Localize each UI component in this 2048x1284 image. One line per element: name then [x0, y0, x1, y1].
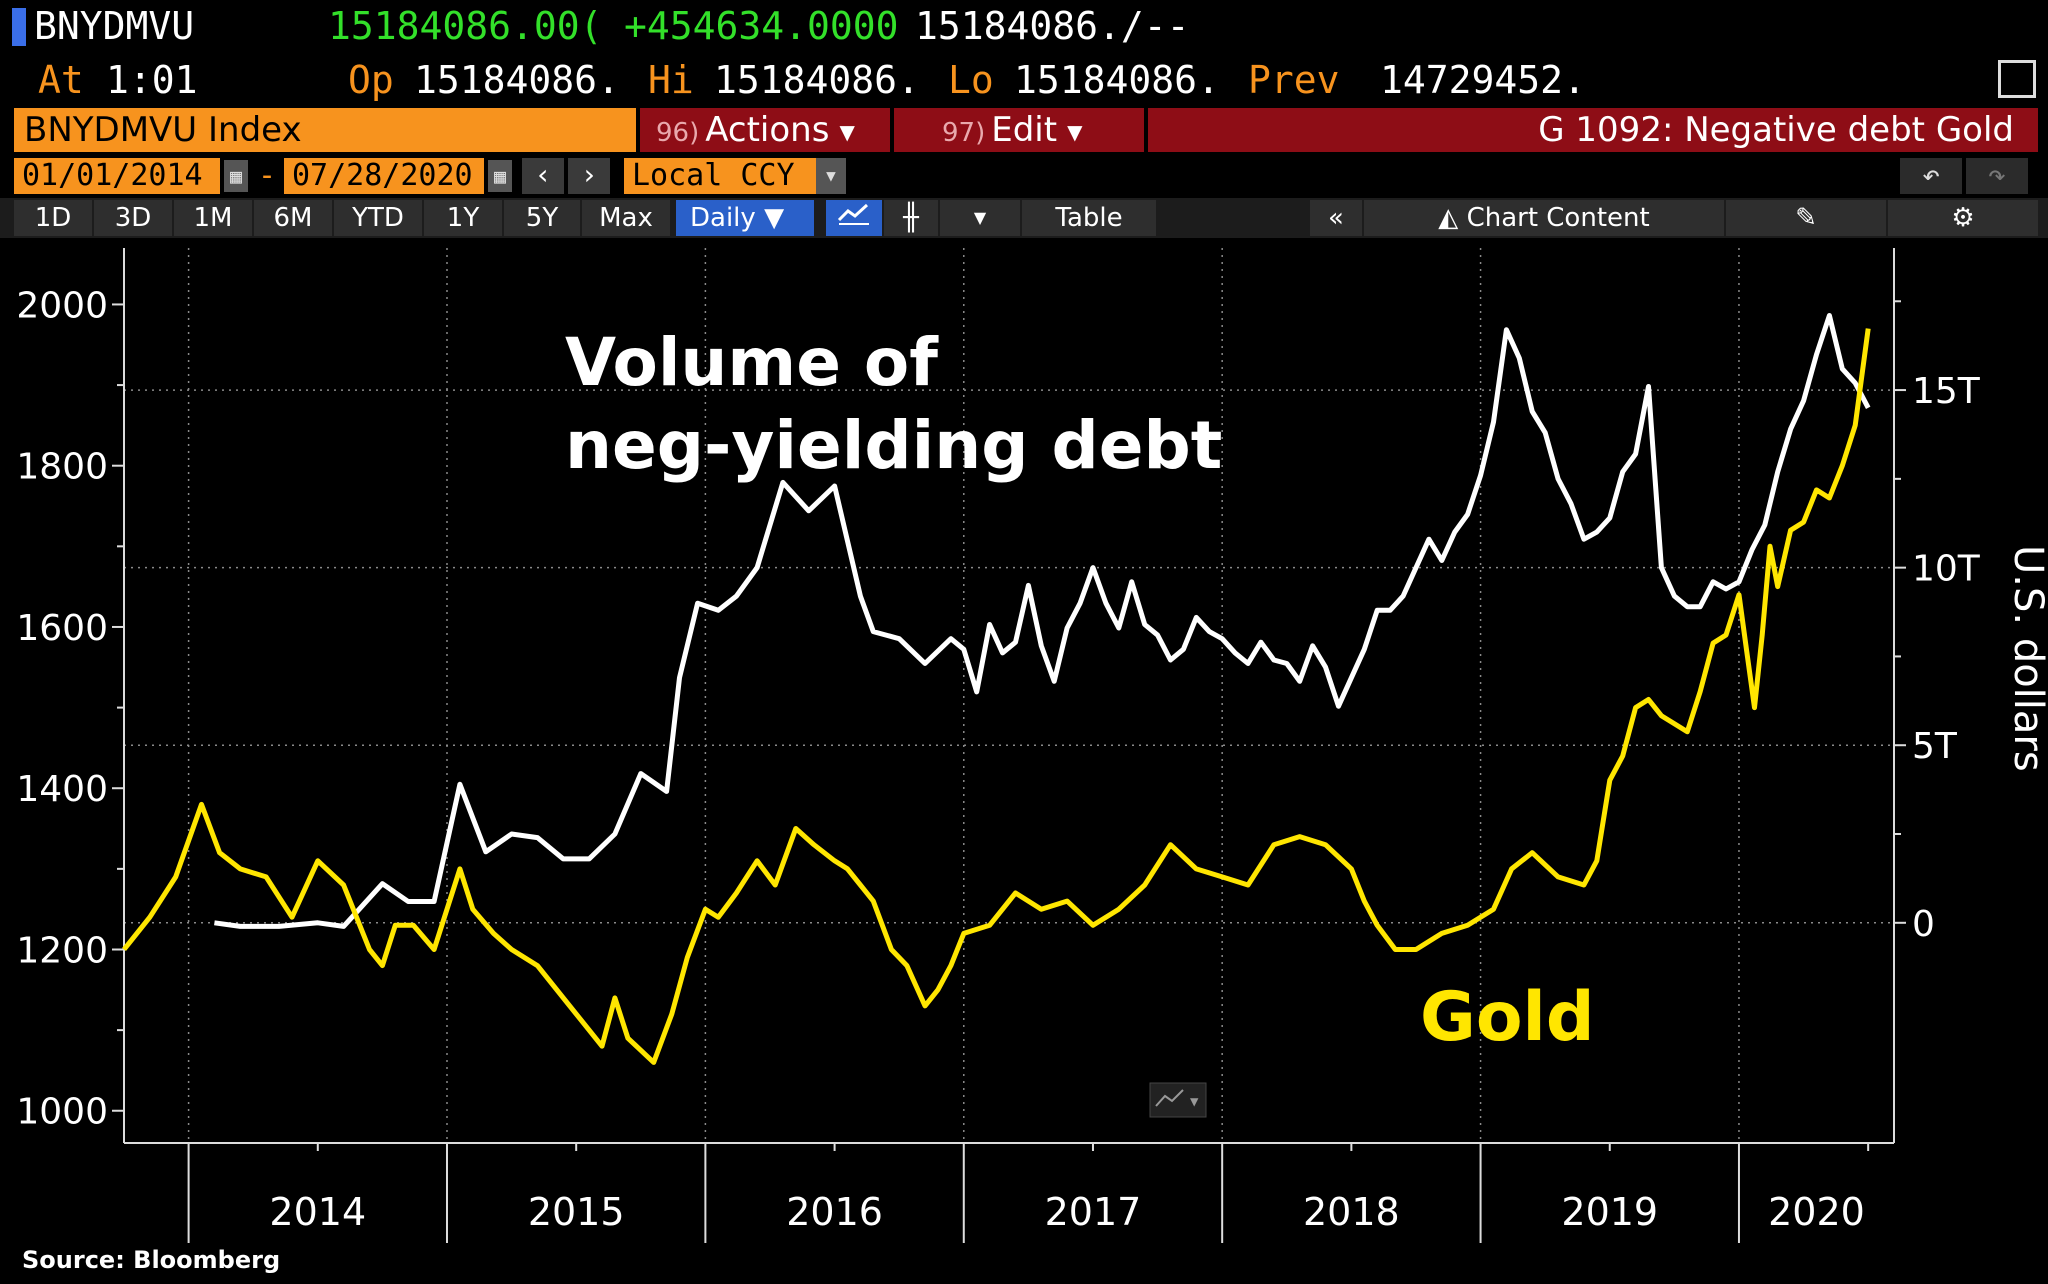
ohlc-line: At 1:01 Op 15184086. Hi 15184086. Lo 151… — [0, 52, 2048, 104]
collapse-icon[interactable]: « — [1310, 200, 1362, 236]
left-tick-label: 1000 — [16, 1092, 108, 1133]
security-field[interactable]: BNYDMVU Index — [14, 108, 636, 152]
open-value: 15184086. — [414, 58, 620, 102]
x-tick-label: 2015 — [528, 1190, 625, 1234]
chevron-down-icon[interactable]: ▼ — [940, 200, 1020, 236]
low-label: Lo — [948, 58, 994, 102]
actions-menu[interactable]: 96) Actions ▼ — [640, 108, 890, 152]
ticker-symbol[interactable]: BNYDMVU — [34, 4, 195, 48]
chart-content-button[interactable]: ◭ Chart Content — [1364, 200, 1724, 236]
high-value: 15184086. — [714, 58, 920, 102]
period-ytd[interactable]: YTD — [334, 200, 422, 236]
security-marker — [12, 8, 26, 46]
bar-chart-icon[interactable]: ╫ — [884, 200, 938, 236]
chart-toolbar: 1D 3D 1M 6M YTD 1Y 5Y Max Daily ▼ ╫ ▼ Ta… — [0, 198, 2048, 238]
bid-ask: 15184086./-- — [915, 4, 1190, 48]
right-axis-label: U.S. dollars — [2005, 545, 2048, 772]
period-5y[interactable]: 5Y — [504, 200, 580, 236]
date-separator: - — [258, 158, 277, 193]
left-tick-label: 2000 — [16, 285, 108, 326]
period-3d[interactable]: 3D — [94, 200, 172, 236]
period-1y[interactable]: 1Y — [424, 200, 502, 236]
chevron-right-icon[interactable]: › — [568, 158, 610, 194]
high-label: Hi — [648, 58, 694, 102]
period-1d[interactable]: 1D — [14, 200, 92, 236]
start-date-input[interactable]: 01/01/2014 — [14, 158, 220, 194]
chart-title: G 1092: Negative debt Gold — [1538, 110, 2014, 150]
toolbar-spacer — [1158, 200, 1308, 236]
series-layer — [122, 313, 1871, 1065]
gear-icon[interactable]: ⚙ — [1888, 200, 2038, 236]
x-tick-label: 2014 — [269, 1190, 366, 1234]
right-tick-label: 5T — [1912, 726, 1958, 767]
negative-debt-volume-line — [214, 313, 1871, 929]
chevron-left-icon[interactable]: ‹ — [522, 158, 564, 194]
annotate-icon[interactable]: ✎ — [1726, 200, 1886, 236]
prev-label: Prev — [1248, 58, 1340, 102]
actions-label: Actions — [705, 110, 830, 150]
left-tick-label: 1200 — [16, 930, 108, 971]
left-tick-label: 1600 — [16, 608, 108, 649]
x-tick-label: 2019 — [1561, 1190, 1658, 1234]
end-date-input[interactable]: 07/28/2020 — [284, 158, 484, 194]
x-tick-label: 2017 — [1045, 1190, 1142, 1234]
period-max[interactable]: Max — [582, 200, 670, 236]
x-tick-label: 2020 — [1768, 1190, 1865, 1234]
left-tick-label: 1400 — [16, 769, 108, 810]
labels-layer: Volume of neg-yielding debt Gold U.S. do… — [565, 324, 2048, 1118]
chart-options-icon[interactable]: ▼ — [1149, 1082, 1207, 1118]
gold-price-line — [122, 328, 1871, 1065]
chevron-down-icon: ▼ — [1067, 119, 1083, 144]
chart-content-label: Chart Content — [1466, 203, 1650, 233]
currency-select[interactable]: Local CCY — [624, 158, 816, 194]
debt-series-label-line2: neg-yielding debt — [565, 407, 1222, 484]
price-header: BNYDMVU 15184086.00( +454634.0000 151840… — [0, 0, 2048, 52]
chart-title-bar: G 1092: Negative debt Gold — [1148, 108, 2038, 152]
low-value: 15184086. — [1014, 58, 1220, 102]
time-value: 1:01 — [106, 58, 198, 102]
line-chart-icon[interactable] — [826, 200, 882, 236]
gold-series-label: Gold — [1420, 978, 1595, 1057]
axes: 1000 1200 1400 1600 1800 2000 0 5T 10T 15T 2014 201… — [16, 248, 1981, 1243]
date-controls: 01/01/2014 ▦ - 07/28/2020 ▦ ‹ › Local CC… — [0, 156, 2048, 196]
source-note: Source: Bloomberg — [22, 1246, 281, 1274]
right-tick-label: 0 — [1912, 904, 1935, 945]
time-label: At — [38, 58, 84, 102]
x-tick-label: 2016 — [786, 1190, 883, 1234]
debt-series-label-line1: Volume of — [565, 324, 939, 401]
frequency-select[interactable]: Daily ▼ — [676, 200, 814, 236]
line-chart-glyph — [837, 203, 869, 225]
right-tick-label: 10T — [1912, 549, 1981, 590]
prev-value: 14729452. — [1380, 58, 1586, 102]
svg-text:▼: ▼ — [1190, 1094, 1199, 1110]
x-tick-label: 2018 — [1303, 1190, 1400, 1234]
open-label: Op — [348, 58, 394, 102]
last-price: 15184086.00( — [328, 4, 603, 48]
period-6m[interactable]: 6M — [254, 200, 332, 236]
right-tick-label: 15T — [1912, 371, 1981, 412]
frequency-label: Daily — [690, 203, 756, 233]
chevron-down-icon: ▼ — [764, 203, 785, 233]
grid — [124, 248, 1894, 1143]
actions-number: 96) — [656, 118, 700, 148]
calendar-icon[interactable]: ▦ — [488, 160, 512, 192]
chevron-down-icon[interactable]: ▼ — [816, 158, 846, 194]
edit-label: Edit — [991, 110, 1058, 150]
undo-icon[interactable]: ↶ — [1900, 158, 1962, 194]
chart-content-icon: ◭ — [1438, 203, 1459, 233]
period-1m[interactable]: 1M — [174, 200, 252, 236]
calendar-icon[interactable]: ▦ — [224, 160, 248, 192]
table-button[interactable]: Table — [1022, 200, 1156, 236]
left-tick-label: 1800 — [16, 447, 108, 488]
price-change: +454634.0000 — [624, 4, 899, 48]
command-bar: BNYDMVU Index 96) Actions ▼ 97) Edit ▼ G 109… — [0, 106, 2048, 154]
edit-number: 97) — [942, 118, 986, 148]
expand-window-icon[interactable] — [1998, 60, 2036, 98]
chevron-down-icon: ▼ — [839, 119, 855, 144]
chart: 1000 1200 1400 1600 1800 2000 0 5T 10T 15T 2014 201… — [16, 248, 2048, 1243]
redo-icon[interactable]: ↷ — [1966, 158, 2028, 194]
edit-menu[interactable]: 97) Edit ▼ — [894, 108, 1144, 152]
